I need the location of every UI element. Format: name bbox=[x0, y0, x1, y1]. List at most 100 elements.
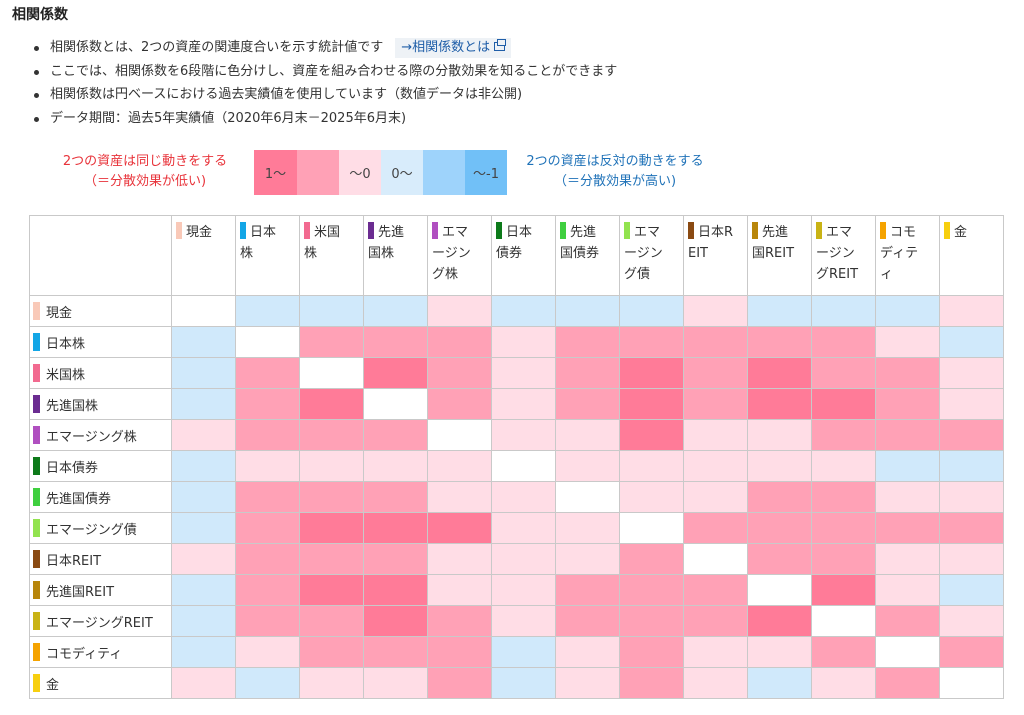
column-header-label: エマ ージン グ株 bbox=[428, 216, 491, 285]
correlation-cell bbox=[619, 388, 684, 420]
asset-color-marker bbox=[560, 222, 566, 239]
correlation-cell bbox=[747, 605, 812, 637]
correlation-cell bbox=[171, 357, 236, 389]
correlation-cell bbox=[555, 388, 620, 420]
correlation-cell bbox=[235, 667, 300, 699]
correlation-cell bbox=[875, 450, 940, 482]
correlation-cell bbox=[427, 326, 492, 358]
correlation-cell bbox=[683, 512, 748, 544]
correlation-cell bbox=[299, 481, 364, 513]
correlation-cell bbox=[171, 512, 236, 544]
correlation-cell bbox=[235, 481, 300, 513]
row-header: エマージングREIT bbox=[29, 605, 172, 637]
correlation-cell bbox=[619, 636, 684, 668]
row-header-text: エマージング株 bbox=[46, 429, 137, 445]
row-header: 日本株 bbox=[29, 326, 172, 358]
correlation-cell bbox=[619, 543, 684, 575]
correlation-cell bbox=[491, 605, 556, 637]
column-header-text: ィ bbox=[880, 267, 894, 282]
correlation-cell bbox=[299, 667, 364, 699]
asset-color-marker bbox=[33, 302, 40, 320]
correlation-cell bbox=[683, 357, 748, 389]
correlation-cell bbox=[299, 605, 364, 637]
correlation-cell bbox=[811, 605, 876, 637]
correlation-cell bbox=[811, 481, 876, 513]
correlation-cell bbox=[427, 667, 492, 699]
correlation-cell bbox=[427, 574, 492, 606]
correlation-cell bbox=[363, 543, 428, 575]
row-header-text: 日本REIT bbox=[46, 553, 102, 569]
correlation-cell bbox=[939, 357, 1004, 389]
correlation-cell bbox=[427, 450, 492, 482]
column-header-text: エマ bbox=[826, 225, 853, 240]
column-header-text: EIT bbox=[688, 246, 708, 261]
asset-color-marker bbox=[33, 364, 40, 382]
column-header: 先進 国債券 bbox=[555, 215, 620, 296]
correlation-cell bbox=[171, 481, 236, 513]
matrix-row: エマージングREIT bbox=[29, 605, 1004, 637]
column-header-text: 国REIT bbox=[752, 246, 795, 261]
column-header-label: コモ ディティ bbox=[876, 216, 939, 285]
correlation-cell bbox=[427, 605, 492, 637]
column-header-text: 国株 bbox=[368, 246, 395, 261]
correlation-cell bbox=[811, 574, 876, 606]
correlation-cell bbox=[683, 450, 748, 482]
row-header-text: 先進国債券 bbox=[46, 491, 112, 507]
column-header-text: グ株 bbox=[432, 267, 459, 282]
column-header-text: コモ bbox=[890, 225, 917, 240]
correlation-cell bbox=[555, 481, 620, 513]
correlation-cell bbox=[235, 543, 300, 575]
correlation-cell bbox=[747, 636, 812, 668]
column-header: エマ ージン グ債 bbox=[619, 215, 684, 296]
row-header-text: エマージングREIT bbox=[46, 615, 153, 631]
column-header: 先進 国REIT bbox=[747, 215, 812, 296]
correlation-cell bbox=[171, 636, 236, 668]
column-header-text: 現金 bbox=[186, 225, 213, 240]
row-header-text: 先進国株 bbox=[46, 398, 99, 414]
correlation-cell bbox=[811, 667, 876, 699]
correlation-cell bbox=[363, 667, 428, 699]
correlation-cell bbox=[747, 326, 812, 358]
correlation-cell bbox=[491, 295, 556, 327]
matrix-row: 現金 bbox=[29, 295, 1004, 327]
row-header: エマージング債 bbox=[29, 512, 172, 544]
correlation-help-link[interactable]: →相関係数とは bbox=[395, 38, 512, 58]
row-header: 金 bbox=[29, 667, 172, 699]
asset-color-marker bbox=[33, 426, 40, 444]
correlation-cell bbox=[747, 574, 812, 606]
asset-color-marker bbox=[33, 581, 40, 599]
column-header-text: 株 bbox=[304, 246, 318, 261]
column-header: コモ ディティ bbox=[875, 215, 940, 296]
correlation-cell bbox=[939, 636, 1004, 668]
asset-color-marker bbox=[432, 222, 438, 239]
column-header: 日本 債券 bbox=[491, 215, 556, 296]
scale-swatch: ～0 bbox=[339, 150, 381, 195]
correlation-cell bbox=[555, 574, 620, 606]
matrix-corner bbox=[29, 215, 172, 296]
correlation-cell bbox=[811, 450, 876, 482]
correlation-cell bbox=[235, 636, 300, 668]
correlation-cell bbox=[555, 636, 620, 668]
column-header: 金 bbox=[939, 215, 1004, 296]
correlation-cell bbox=[363, 574, 428, 606]
correlation-cell bbox=[875, 636, 940, 668]
column-header-text: 米国 bbox=[314, 225, 341, 240]
row-header: 先進国株 bbox=[29, 388, 172, 420]
correlation-cell bbox=[875, 543, 940, 575]
asset-color-marker bbox=[176, 222, 182, 239]
correlation-cell bbox=[875, 419, 940, 451]
correlation-cell bbox=[619, 450, 684, 482]
asset-color-marker bbox=[33, 519, 40, 537]
correlation-cell bbox=[427, 357, 492, 389]
column-header-text: 日本 bbox=[506, 225, 533, 240]
column-header-label: 先進 国債券 bbox=[556, 216, 619, 264]
asset-color-marker bbox=[944, 222, 950, 239]
correlation-cell bbox=[619, 574, 684, 606]
column-header: 先進 国株 bbox=[363, 215, 428, 296]
asset-color-marker bbox=[33, 643, 40, 661]
correlation-cell bbox=[747, 667, 812, 699]
matrix-row: 日本債券 bbox=[29, 450, 1004, 482]
correlation-cell bbox=[555, 295, 620, 327]
correlation-cell bbox=[683, 326, 748, 358]
correlation-cell bbox=[875, 295, 940, 327]
